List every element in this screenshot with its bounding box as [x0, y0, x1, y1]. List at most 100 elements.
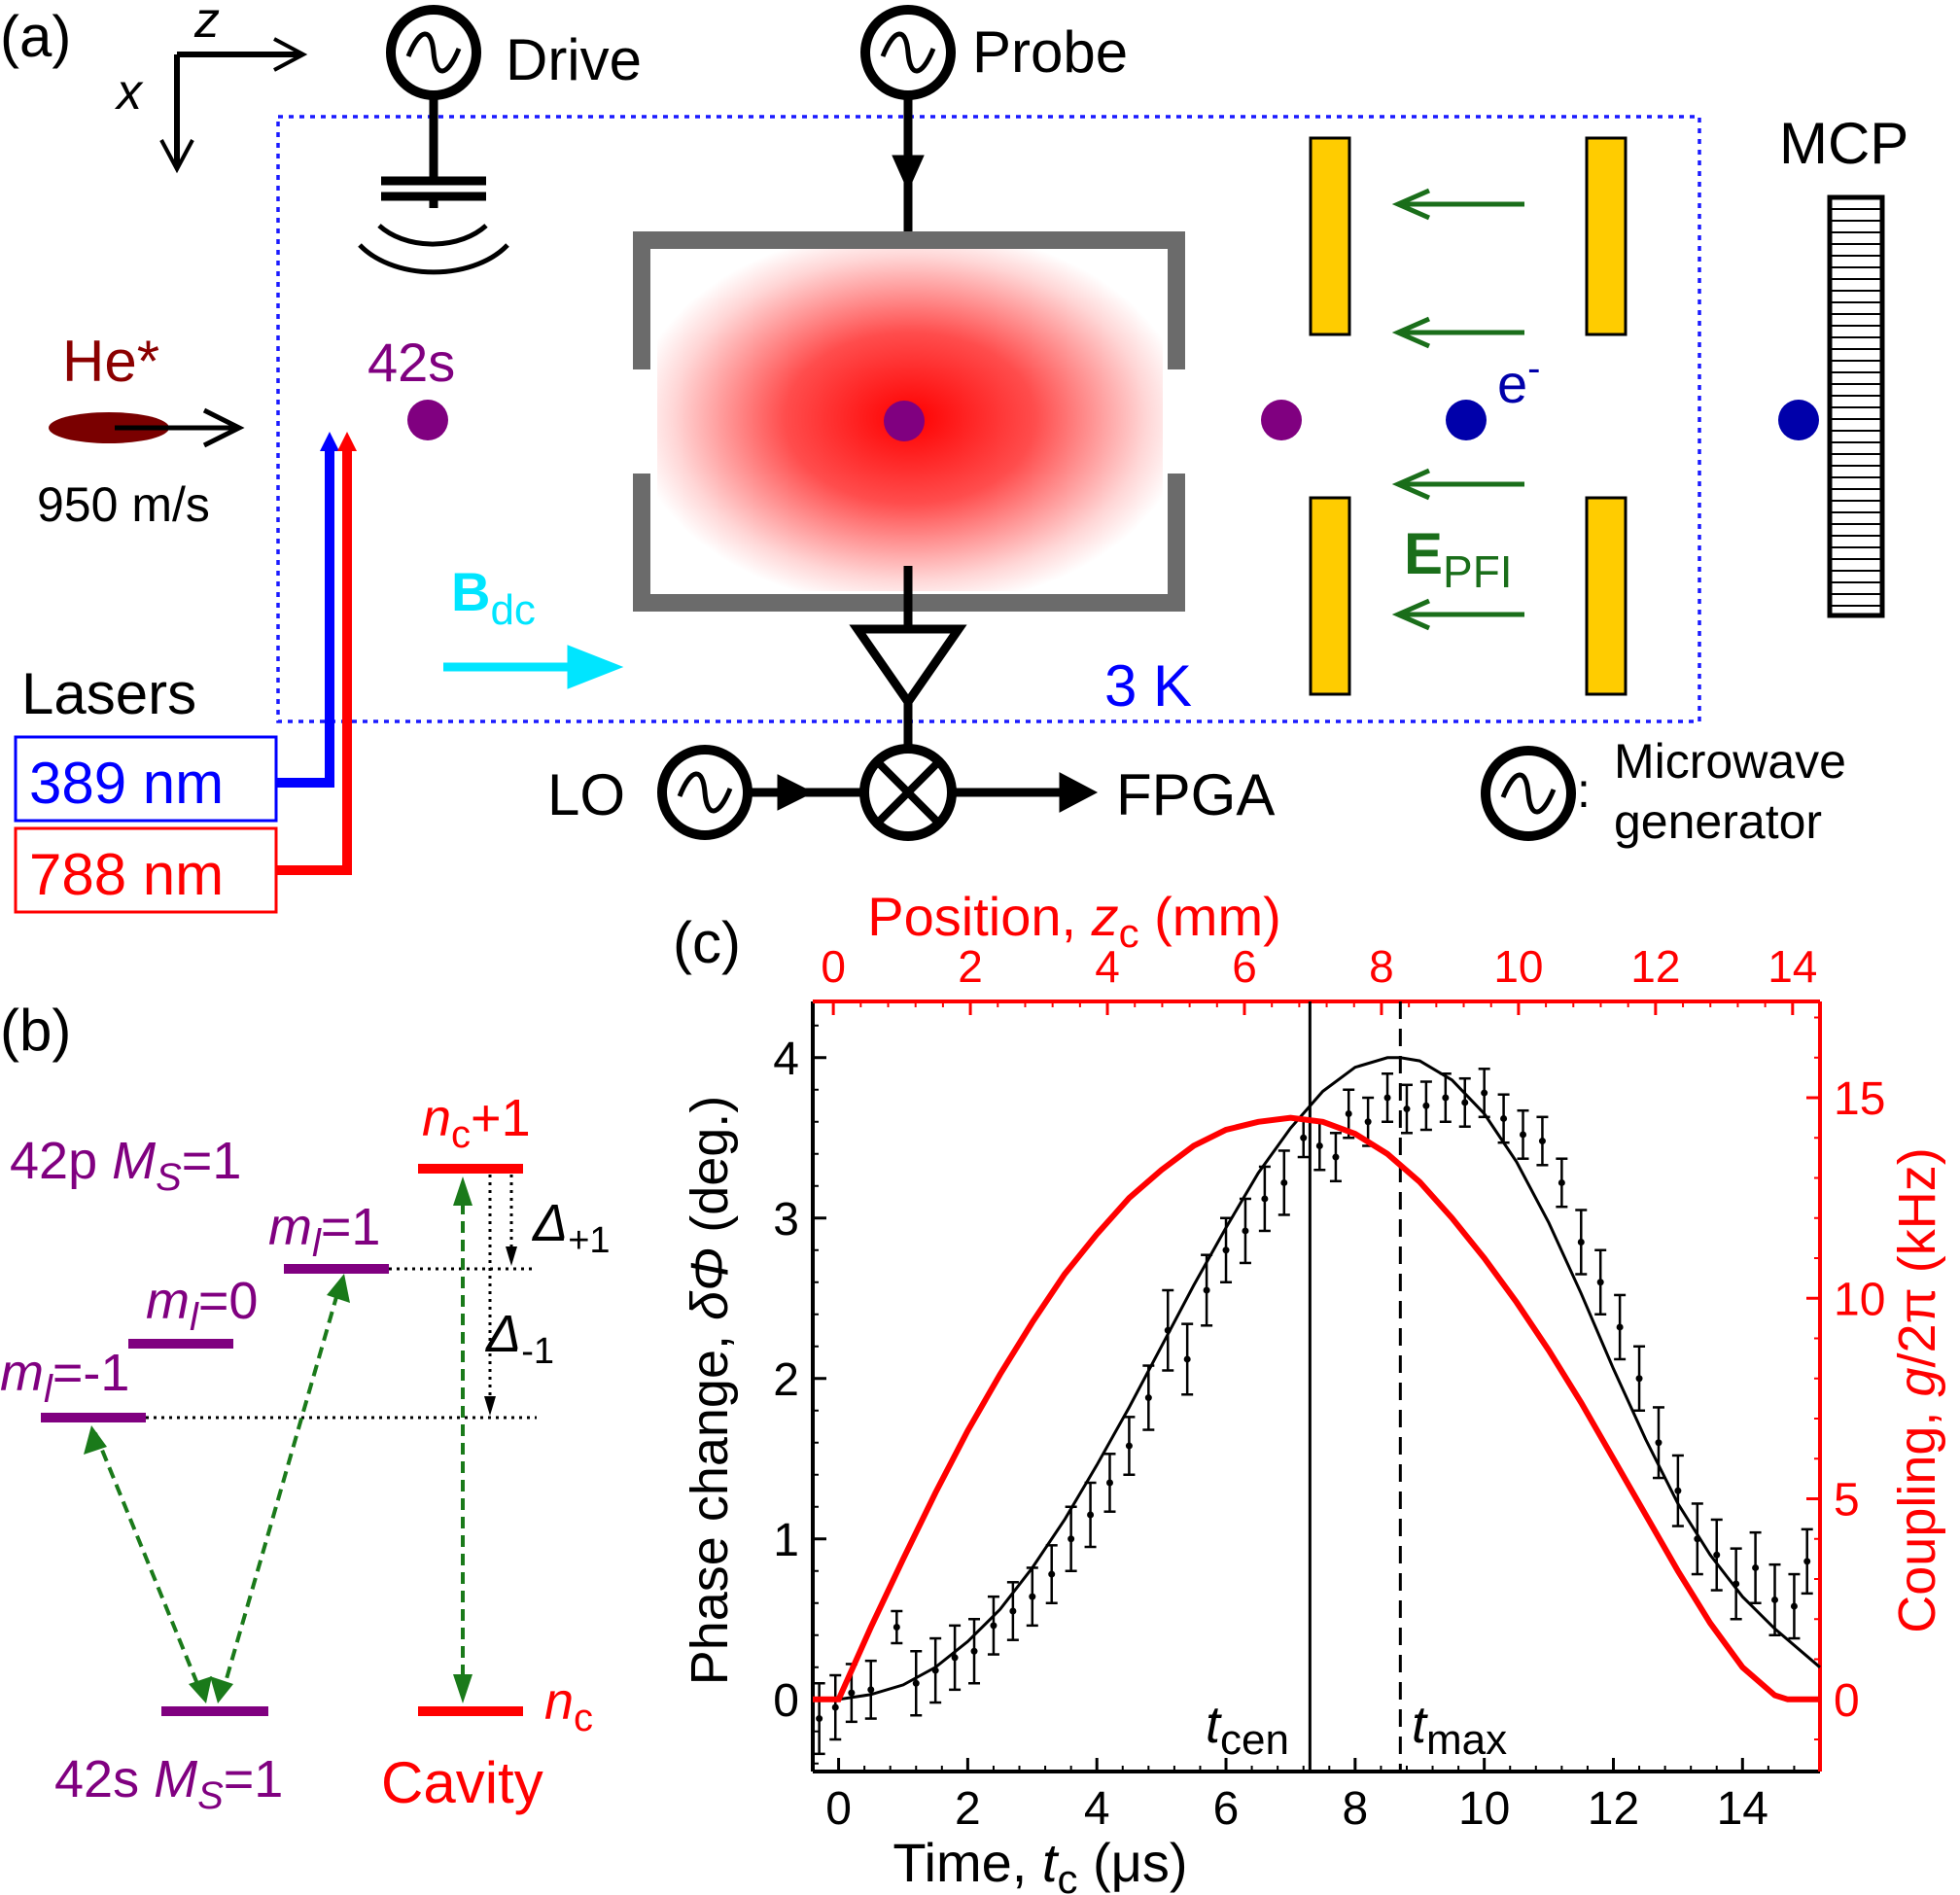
- data-point: [1105, 1479, 1113, 1487]
- data-point: [951, 1654, 959, 1662]
- temperature-label: 3 K: [1104, 653, 1192, 719]
- data-point: [867, 1686, 875, 1694]
- coupling-curve: [813, 1114, 1820, 1702]
- y-tick-label: 0: [773, 1675, 799, 1727]
- data-point: [1203, 1286, 1210, 1294]
- y-tick-label: 1: [773, 1515, 799, 1566]
- data-point: [990, 1622, 998, 1630]
- data-point: [1596, 1279, 1604, 1286]
- detuning-guides: [146, 1175, 537, 1420]
- data-point: [1087, 1511, 1095, 1519]
- top-tick-label: 10: [1493, 941, 1543, 992]
- data-point: [1674, 1487, 1682, 1494]
- laser-389-box: [14, 735, 278, 823]
- data-point: [1403, 1105, 1411, 1113]
- delta-plus-label: Δ+1: [531, 1194, 611, 1261]
- panel-c-label: (c): [673, 910, 741, 975]
- data-point: [1616, 1323, 1624, 1331]
- legend-line2: generator: [1614, 794, 1822, 849]
- phase-fit-curve: [813, 1056, 1821, 1702]
- data-point: [1315, 1142, 1323, 1149]
- data-point: [1383, 1094, 1391, 1102]
- transition-arrows: [93, 1184, 465, 1697]
- axis-x-label: x: [114, 64, 144, 121]
- ml-plus-label: ml=1: [268, 1198, 380, 1265]
- left-axis-label: Phase change, δΦ (deg.): [681, 1096, 739, 1686]
- y-tick-label: 2: [773, 1354, 799, 1406]
- data-point: [831, 1703, 839, 1711]
- data-point: [1261, 1195, 1269, 1203]
- data-point: [912, 1679, 920, 1687]
- x-tick-label: 8: [1342, 1783, 1368, 1835]
- bdc-label: Bdc: [451, 561, 536, 634]
- state-42s-label: 42s: [368, 332, 455, 393]
- bdc-arrow: [443, 645, 624, 689]
- data-point: [1790, 1602, 1798, 1610]
- cavity-label: Cavity: [381, 1750, 543, 1815]
- data-point: [816, 1715, 823, 1723]
- data-point: [1461, 1099, 1469, 1106]
- he-label: He*: [62, 329, 159, 394]
- delta-minus-arrowhead: [484, 1396, 496, 1416]
- panel-a-label: (a): [0, 4, 71, 69]
- x-tick-label: 4: [1084, 1783, 1110, 1835]
- probe-generator-icon: [860, 5, 956, 100]
- laser-788-box: [14, 826, 278, 914]
- panel-b: (b) 42p MS=1 ml=1 ml=0 ml=-1 nc+1 Δ+1 Δ-…: [0, 998, 611, 1817]
- x-tick-label: 0: [825, 1783, 852, 1835]
- drive-label: Drive: [506, 27, 642, 92]
- atom-in-cavity: [884, 401, 925, 441]
- laser-788-label: 788 nm: [29, 842, 224, 907]
- he-beam-icon: [49, 412, 169, 443]
- drive-generator-icon: [386, 5, 481, 100]
- amplifier-icon: [849, 566, 967, 749]
- x-tick-label: 6: [1213, 1783, 1240, 1835]
- beam-direction-arrow: [115, 407, 245, 448]
- legend-colon: :: [1577, 763, 1591, 818]
- electron-label: e-: [1497, 347, 1540, 414]
- lasers-label: Lasers: [21, 661, 196, 726]
- mcp-channels: [1830, 208, 1882, 607]
- x-tick-label: 2: [955, 1783, 981, 1835]
- data-point: [970, 1647, 978, 1655]
- data-point: [1183, 1355, 1191, 1363]
- data-point: [1558, 1178, 1565, 1186]
- right-tick-label: 0: [1834, 1675, 1860, 1727]
- data-point: [1520, 1131, 1527, 1139]
- data-point: [1713, 1551, 1721, 1559]
- y-tick-label: 3: [773, 1194, 799, 1246]
- data-point: [1803, 1558, 1811, 1565]
- data-point: [1500, 1114, 1508, 1122]
- s-state-label: 42s MS=1: [54, 1750, 283, 1817]
- data-point: [1125, 1442, 1133, 1450]
- cryo-region: [276, 115, 1701, 723]
- data-point: [1422, 1102, 1430, 1109]
- data-point: [1481, 1089, 1488, 1097]
- top-tick-label: 14: [1768, 941, 1817, 992]
- data-point: [1300, 1134, 1308, 1141]
- delta-minus-label: Δ-1: [484, 1305, 554, 1372]
- data-point: [1538, 1138, 1546, 1145]
- top-axis-label: Position, zc (mm): [867, 886, 1281, 956]
- data-point: [1009, 1607, 1017, 1615]
- data-point: [1332, 1153, 1340, 1161]
- ml-zero-label: ml=0: [146, 1272, 258, 1339]
- nc-plus-label: nc+1: [422, 1089, 531, 1156]
- epfi-label: EPFI: [1404, 521, 1513, 597]
- atom-between-plates: [1261, 400, 1302, 440]
- mcp-label: MCP: [1779, 111, 1908, 176]
- nc-label: nc: [544, 1672, 593, 1739]
- data-point: [1364, 1118, 1372, 1126]
- data-point: [1635, 1375, 1643, 1383]
- data-point: [1577, 1239, 1585, 1246]
- legend-generator-icon: [1481, 746, 1576, 841]
- right-tick-label: 15: [1834, 1073, 1885, 1125]
- laser-beams: [274, 447, 352, 875]
- probe-label: Probe: [972, 19, 1128, 85]
- data-point: [1029, 1593, 1036, 1600]
- data-point: [1345, 1110, 1352, 1117]
- mixer-icon: [859, 744, 957, 841]
- right-tick-label: 10: [1834, 1274, 1885, 1325]
